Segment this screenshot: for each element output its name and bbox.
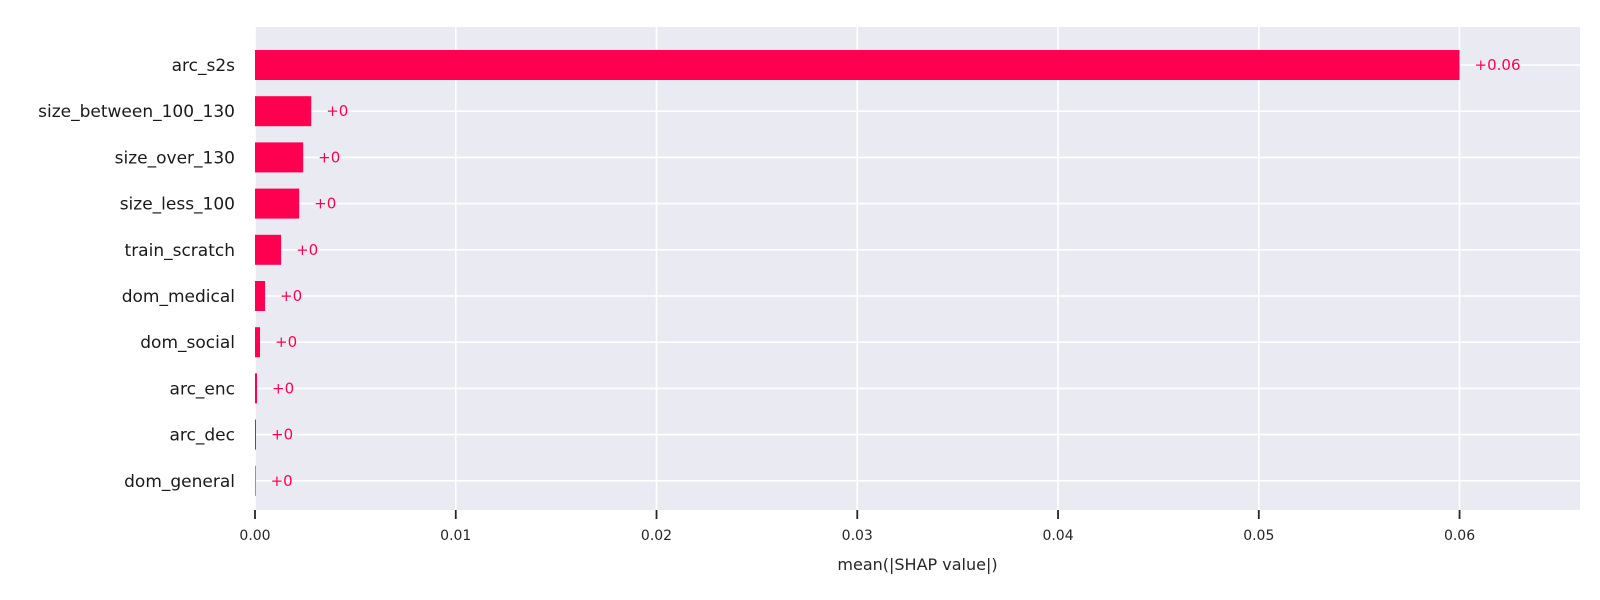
feature-label: size_between_100_130 — [38, 102, 235, 122]
bar-dom-medical — [255, 281, 265, 311]
feature-label: size_less_100 — [120, 195, 235, 215]
value-label: +0 — [271, 426, 293, 444]
x-axis-title: mean(|SHAP value|) — [837, 555, 997, 574]
x-tick-label: 0.05 — [1243, 528, 1274, 544]
feature-label: arc_s2s — [172, 56, 236, 76]
feature-labels: arc_s2s size_between_100_130 size_over_130… — [38, 56, 235, 492]
feature-label: dom_social — [140, 333, 235, 353]
x-tick-label: 0.03 — [842, 528, 873, 544]
bar-size-between-100-130 — [255, 96, 311, 126]
bar-arc-s2s — [255, 50, 1460, 80]
value-label: +0 — [296, 241, 318, 259]
feature-label: dom_medical — [122, 287, 235, 307]
x-axis: 0.00 0.01 0.02 0.03 0.04 0.05 0.06 — [239, 510, 1475, 544]
value-label: +0 — [318, 148, 340, 166]
feature-label: train_scratch — [125, 241, 235, 261]
x-tick-label: 0.00 — [239, 528, 270, 544]
bar-dom-general — [255, 466, 256, 496]
x-tick-label: 0.01 — [440, 528, 471, 544]
feature-label: arc_enc — [170, 379, 235, 399]
feature-label: arc_dec — [170, 426, 235, 446]
bar-arc-dec — [255, 420, 256, 450]
value-label: +0 — [314, 195, 336, 213]
value-label: +0 — [272, 379, 294, 397]
bar-dom-social — [255, 327, 260, 357]
bar-size-less-100 — [255, 189, 299, 219]
value-label: +0 — [271, 472, 293, 490]
x-tick-label: 0.04 — [1042, 528, 1073, 544]
value-label: +0 — [275, 333, 297, 351]
feature-label: dom_general — [124, 472, 235, 492]
bar-train-scratch — [255, 235, 281, 265]
x-tick-label: 0.02 — [641, 528, 672, 544]
value-label: +0 — [280, 287, 302, 305]
bar-size-over-130 — [255, 142, 303, 172]
x-tick-label: 0.06 — [1444, 528, 1475, 544]
feature-label: size_over_130 — [115, 148, 235, 168]
plot-background — [255, 27, 1580, 510]
bar-arc-enc — [255, 373, 257, 403]
value-label: +0.06 — [1475, 56, 1521, 74]
value-label: +0 — [326, 102, 348, 120]
